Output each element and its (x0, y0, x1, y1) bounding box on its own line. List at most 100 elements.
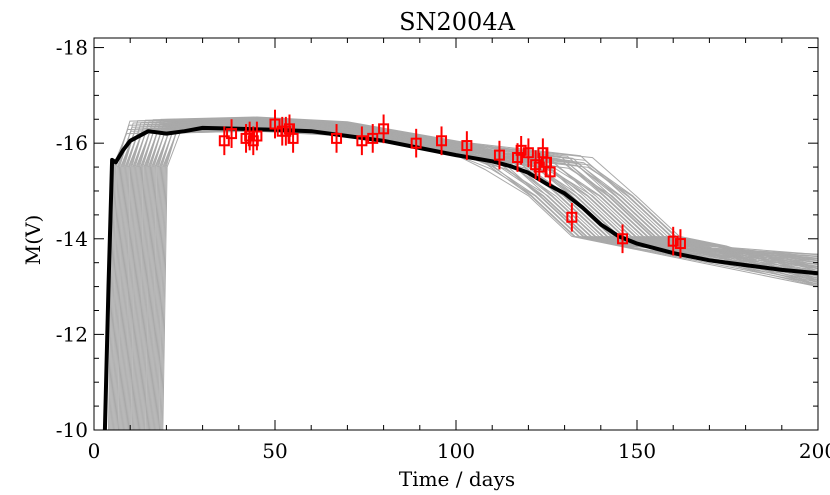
data-marker (410, 137, 422, 149)
data-marker (287, 132, 299, 144)
data-point (378, 114, 390, 144)
data-point (218, 126, 230, 156)
model-curve (120, 127, 818, 430)
model-curve (116, 126, 818, 430)
x-tick-label: 150 (618, 439, 656, 463)
data-marker (566, 211, 578, 223)
data-marker (544, 166, 556, 178)
axes-group: 0 50 100 150 200 -18 -16 -14 -12 -10 (56, 36, 830, 463)
x-tick-label: 100 (437, 439, 475, 463)
data-point (367, 124, 379, 153)
data-marker (226, 128, 238, 140)
model-curve (127, 127, 818, 430)
model-curve (157, 129, 818, 430)
chart-title: SN2004A (399, 8, 516, 36)
model-curve (135, 127, 818, 430)
data-point (410, 128, 422, 158)
y-tick-label: -18 (56, 36, 88, 60)
model-curve (136, 122, 818, 430)
model-curve (131, 129, 818, 430)
model-curve (161, 117, 818, 430)
x-tick-label: 50 (262, 439, 287, 463)
data-marker (269, 118, 281, 130)
model-curve (150, 130, 818, 430)
model-curve (153, 117, 818, 430)
model-curve (162, 127, 818, 430)
y-tick-label: -10 (56, 418, 88, 442)
model-curve (141, 120, 818, 430)
best-fit-curve-group (102, 125, 818, 430)
model-curve (123, 129, 818, 430)
data-marker (367, 132, 379, 144)
data-point (617, 224, 629, 254)
model-curve (142, 116, 818, 430)
model-curve (115, 130, 818, 430)
model-curve (143, 126, 818, 430)
data-point (522, 138, 534, 168)
data-point (461, 131, 473, 160)
data-point (269, 109, 281, 139)
data-marker (617, 233, 629, 245)
data-point (331, 124, 343, 153)
data-point (493, 140, 505, 170)
data-marker (674, 238, 686, 250)
model-curve (119, 117, 818, 430)
data-marker (331, 132, 343, 144)
data-point (674, 229, 686, 258)
model-curve (126, 117, 818, 430)
data-marker (218, 135, 230, 147)
model-curve (114, 120, 818, 430)
data-marker (436, 135, 448, 147)
x-axis-label: Time / days (399, 467, 515, 491)
data-point (515, 136, 527, 165)
data-marker (515, 144, 527, 156)
model-curve (146, 128, 818, 430)
model-curve (111, 118, 818, 430)
model-curve (124, 125, 818, 430)
model-curve (125, 121, 818, 430)
model-curve (122, 119, 818, 430)
model-curve (108, 130, 818, 430)
data-point (667, 226, 679, 256)
data-point (544, 157, 556, 187)
model-ensemble-curves (108, 116, 818, 430)
model-curve (140, 124, 818, 430)
data-marker (378, 123, 390, 135)
model-curve (156, 119, 818, 430)
model-curve (129, 123, 818, 430)
data-marker (356, 135, 368, 147)
data-marker (522, 147, 534, 159)
model-curve (134, 116, 818, 430)
model-curve (151, 126, 818, 430)
data-marker (251, 130, 263, 142)
y-tick-label: -16 (56, 131, 88, 155)
model-curve (132, 125, 818, 430)
data-point (356, 126, 368, 156)
model-curve (118, 121, 818, 430)
model-curve (110, 122, 818, 430)
model-curve (121, 123, 818, 430)
model-curve (113, 124, 818, 430)
model-curve (149, 120, 818, 430)
data-marker (667, 235, 679, 247)
data-marker (461, 140, 473, 152)
data-point (566, 202, 578, 232)
model-curve (133, 121, 818, 430)
x-tick-label: 200 (799, 439, 830, 463)
model-curve (152, 122, 818, 430)
data-point (226, 119, 238, 148)
y-tick-label: -14 (56, 227, 88, 251)
model-curve (154, 128, 818, 430)
model-curve (112, 128, 818, 430)
best-fit-curve (102, 125, 818, 430)
y-tick-label: -12 (56, 322, 88, 346)
data-point (436, 126, 448, 156)
data-point (287, 124, 299, 153)
model-curve (147, 124, 818, 430)
model-curve (144, 122, 818, 430)
data-point (251, 121, 263, 151)
model-curve (109, 126, 818, 430)
model-curve (130, 119, 818, 430)
observations-group (218, 109, 686, 258)
